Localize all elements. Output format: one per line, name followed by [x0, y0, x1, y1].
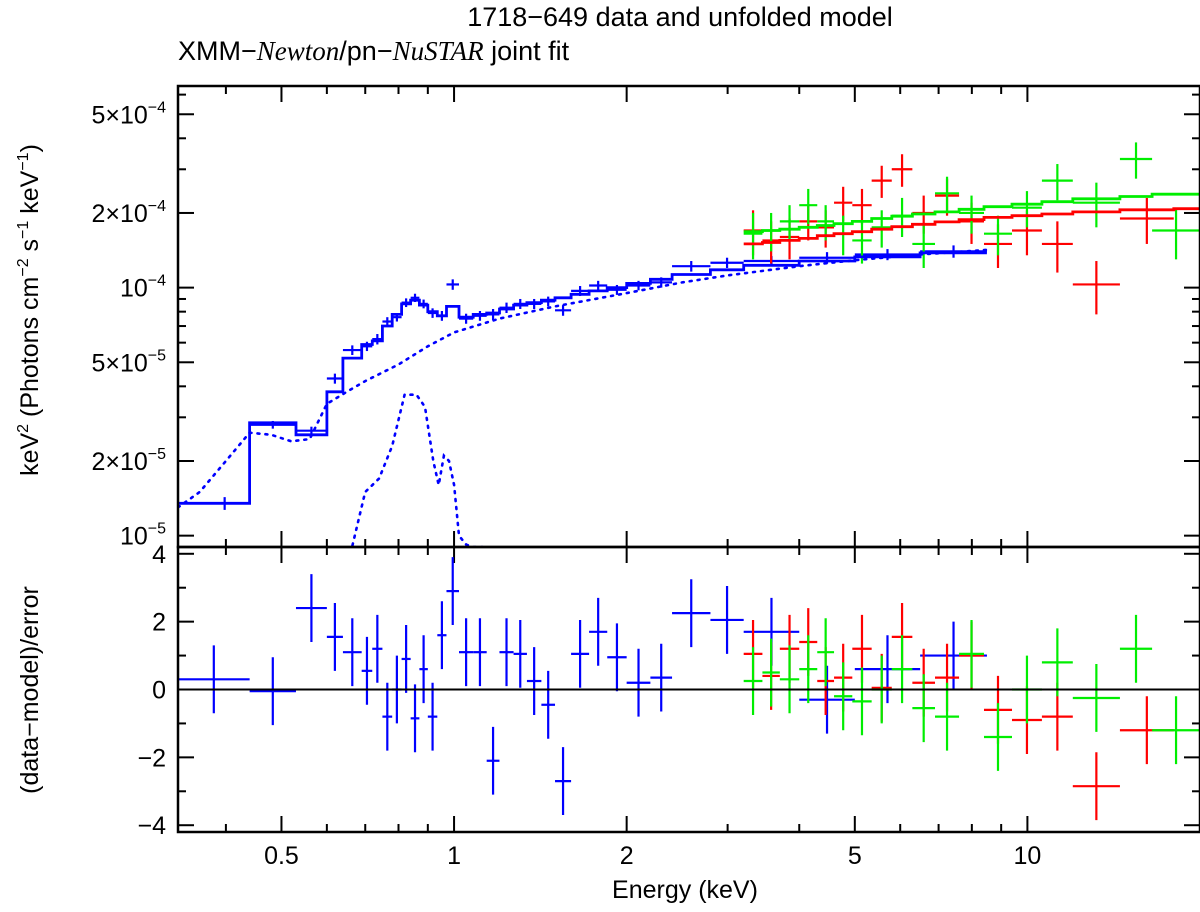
top-y-axis-label: keV2 (Photons cm−2 s−1 keV−1)	[15, 144, 44, 476]
model-step-line	[178, 251, 987, 505]
residual-y-tick-label: 2	[152, 609, 166, 637]
x-tick-label: 0.5	[264, 842, 299, 870]
residual-panel: 4 2 0 −2 −4	[137, 541, 1200, 840]
model-step-line	[743, 207, 1200, 246]
y-tick-label: 5×10−5	[91, 347, 166, 377]
x-tick-label: 5	[848, 842, 862, 870]
chart-subtitle: XMM−Newton/pn−NuSTAR joint fit	[178, 36, 570, 66]
residual-series-2	[743, 614, 1200, 771]
y-tick-label: 5×10−4	[91, 99, 166, 129]
model-component-dotted	[350, 393, 484, 547]
x-tick-label: 10	[1013, 842, 1041, 870]
y-tick-label: 10−5	[120, 521, 166, 551]
top-data-layer	[178, 142, 1200, 547]
top-series-0-points	[199, 245, 987, 510]
residual-y-tick-label: 4	[152, 541, 166, 569]
top-plot-frame	[176, 84, 1200, 549]
residual-y-tick-label: −4	[137, 812, 166, 840]
top-series-1-points	[743, 154, 1174, 315]
residual-y-tick-label: −2	[137, 744, 166, 772]
y-tick-label: 2×10−5	[91, 446, 166, 476]
bottom-y-axis-label: (data−model)/error	[16, 586, 44, 794]
y-tick-label: 2×10−4	[91, 198, 166, 228]
model-step-line	[743, 192, 1200, 234]
top-series-2-points	[743, 142, 1200, 268]
y-tick-label: 10−4	[120, 273, 166, 303]
model-component-dotted	[178, 248, 989, 509]
x-tick-label: 1	[447, 842, 461, 870]
x-tick-labels: 0.5 1 2 5 10	[264, 842, 1041, 870]
residual-y-tick-label: 0	[152, 677, 166, 705]
chart-title: 1718−649 data and unfolded model	[467, 2, 893, 32]
bottom-data-layer	[178, 557, 1200, 821]
x-tick-label: 2	[620, 842, 634, 870]
x-axis-label: Energy (keV)	[612, 876, 758, 904]
residual-series-0	[178, 557, 987, 816]
